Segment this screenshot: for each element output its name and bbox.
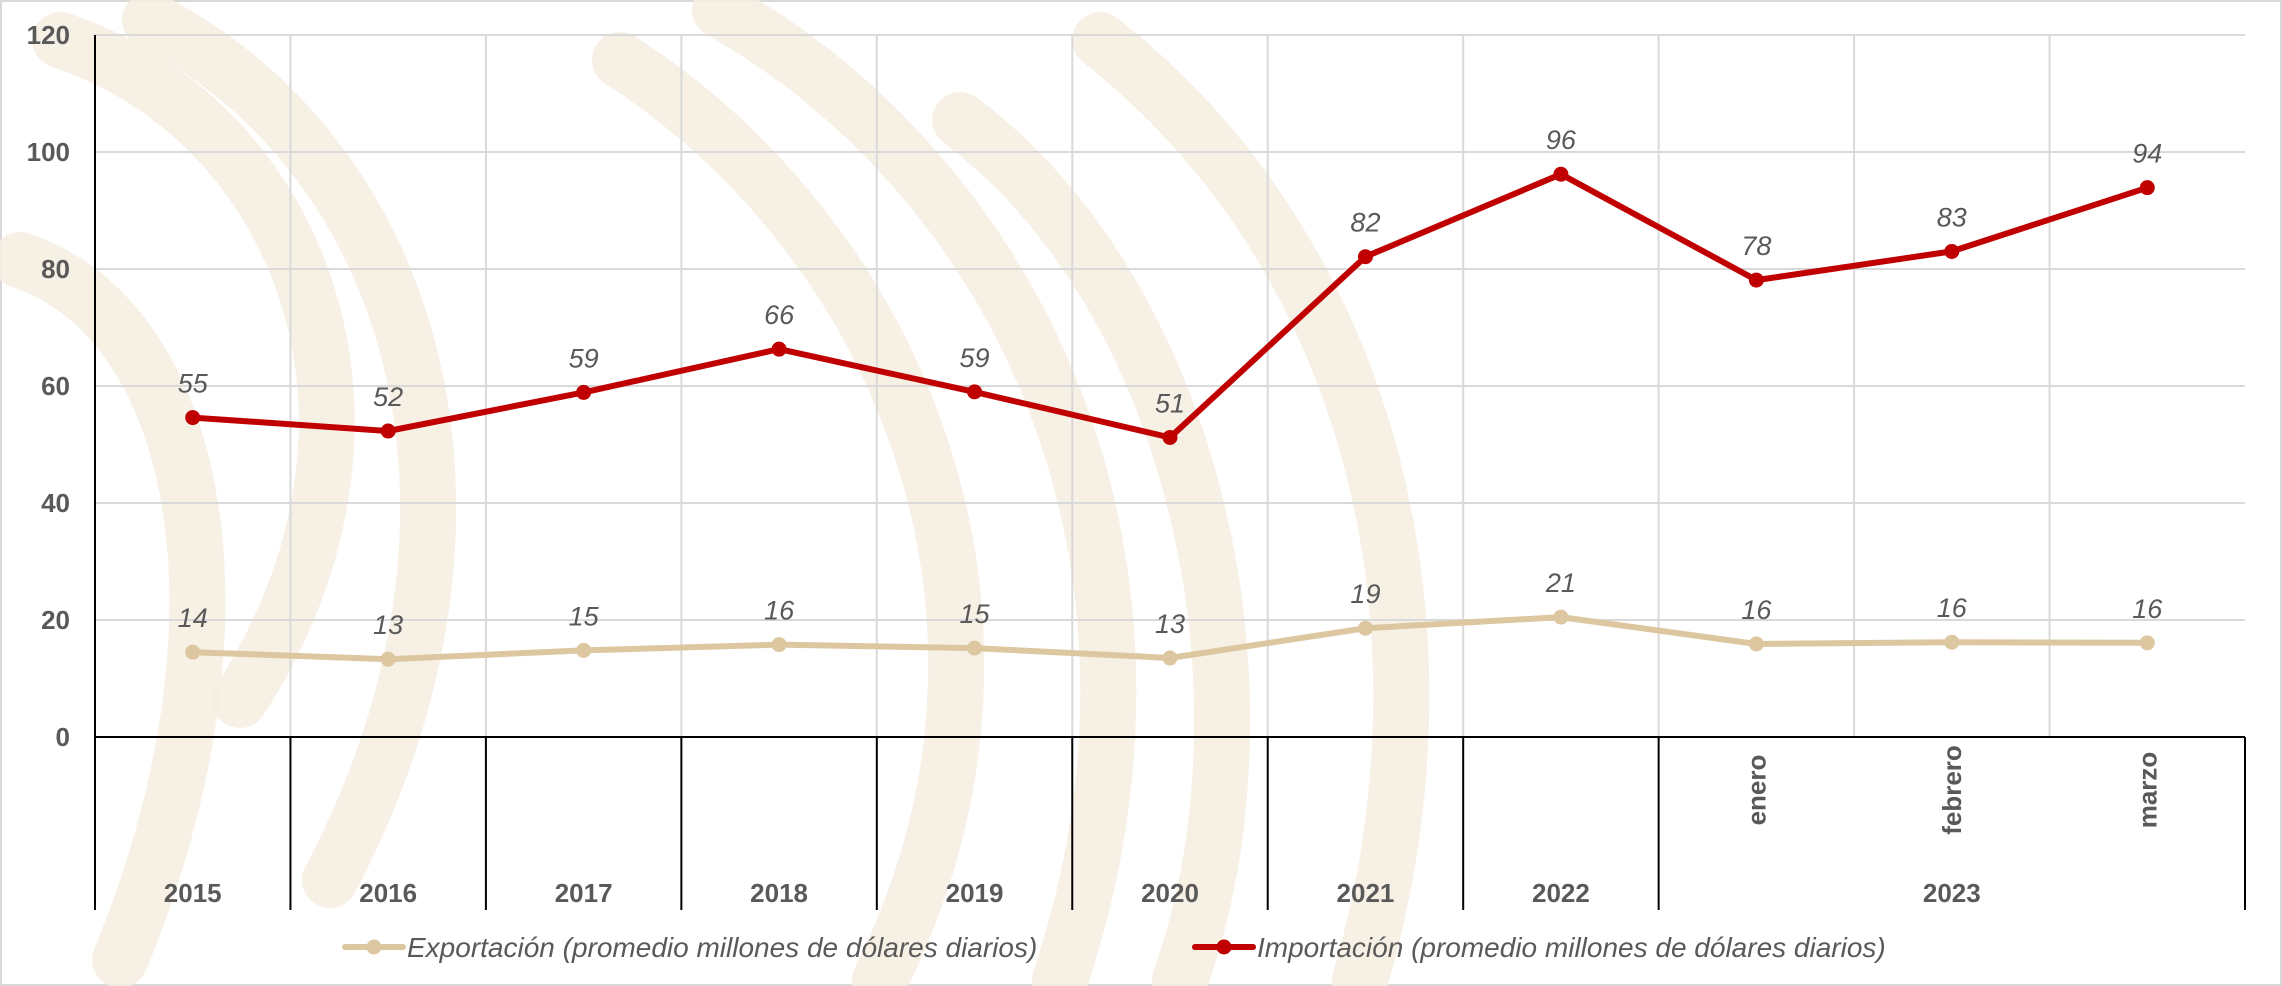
legend-label-import: Importación (promedio millones de dólare… bbox=[1257, 932, 1886, 963]
x-group-label: 2015 bbox=[164, 878, 222, 908]
data-point bbox=[1944, 634, 1960, 650]
data-label: 66 bbox=[764, 300, 795, 330]
data-point bbox=[185, 410, 201, 426]
data-label: 19 bbox=[1350, 579, 1380, 609]
data-label: 59 bbox=[569, 343, 599, 373]
data-label: 78 bbox=[1741, 231, 1771, 261]
x-group-label: 2020 bbox=[1141, 878, 1199, 908]
data-point bbox=[771, 341, 787, 357]
data-point bbox=[967, 640, 983, 656]
data-point bbox=[1357, 620, 1373, 636]
data-label: 96 bbox=[1546, 125, 1577, 155]
data-point bbox=[2139, 635, 2155, 651]
watermark-swirl bbox=[692, 0, 1137, 986]
data-point bbox=[1553, 166, 1569, 182]
series-export: 14 13 15 16 15 13 19 21 16 16 16 bbox=[178, 568, 2163, 667]
y-tick-label: 60 bbox=[41, 371, 70, 401]
data-label: 16 bbox=[1937, 593, 1968, 623]
data-point bbox=[576, 384, 592, 400]
data-point bbox=[185, 644, 201, 660]
data-label: 13 bbox=[1155, 609, 1185, 639]
watermark-swirl bbox=[122, 0, 457, 908]
data-label: 51 bbox=[1155, 388, 1185, 418]
data-point bbox=[1162, 429, 1178, 445]
gridlines bbox=[95, 34, 2245, 737]
x-group-label: 2018 bbox=[750, 878, 808, 908]
x-tick-label: febrero bbox=[1937, 745, 1967, 835]
data-label: 55 bbox=[178, 369, 209, 399]
data-label: 13 bbox=[373, 610, 403, 640]
data-point bbox=[1162, 650, 1178, 666]
y-tick-label: 0 bbox=[56, 722, 70, 752]
data-point bbox=[380, 423, 396, 439]
y-axis: 0 20 40 60 80 100 120 bbox=[27, 20, 96, 752]
data-label: 15 bbox=[569, 601, 600, 631]
y-tick-label: 120 bbox=[27, 20, 70, 50]
data-label: 94 bbox=[2132, 139, 2162, 169]
x-axis: 2015 2016 2017 2018 2019 2020 2021 2022 enero feb… bbox=[94, 736, 2246, 910]
data-point bbox=[1553, 609, 1569, 625]
data-label: 16 bbox=[764, 596, 795, 626]
data-point bbox=[576, 642, 592, 658]
background-watermark bbox=[0, 0, 1430, 986]
data-point bbox=[380, 651, 396, 667]
data-label: 59 bbox=[960, 343, 990, 373]
y-tick-label: 100 bbox=[27, 137, 70, 167]
legend-marker-export bbox=[366, 939, 382, 955]
x-group-label: 2021 bbox=[1337, 878, 1395, 908]
series-import: 55 52 59 66 59 51 82 96 78 83 94 bbox=[178, 125, 2162, 445]
data-point bbox=[1944, 243, 1960, 259]
x-group-label: 2022 bbox=[1532, 878, 1590, 908]
watermark-swirl bbox=[32, 12, 355, 728]
legend-marker-import bbox=[1216, 939, 1232, 955]
data-point bbox=[967, 384, 983, 400]
x-group-label: 2017 bbox=[555, 878, 613, 908]
data-label: 21 bbox=[1545, 568, 1576, 598]
x-tick-label: enero bbox=[1741, 755, 1771, 826]
x-group-label: 2019 bbox=[946, 878, 1004, 908]
data-point bbox=[1748, 636, 1764, 652]
data-point bbox=[1357, 249, 1373, 265]
data-label: 83 bbox=[1937, 202, 1967, 232]
watermark-swirl bbox=[1072, 12, 1430, 986]
x-tick-label: marzo bbox=[2132, 752, 2162, 829]
data-point bbox=[1748, 272, 1764, 288]
y-tick-label: 80 bbox=[41, 254, 70, 284]
legend: Exportación (promedio millones de dólare… bbox=[342, 932, 1886, 963]
x-group-label: 2016 bbox=[359, 878, 417, 908]
data-label: 82 bbox=[1350, 208, 1380, 238]
data-label: 16 bbox=[1741, 595, 1772, 625]
watermark-swirl bbox=[932, 92, 1251, 986]
data-point bbox=[771, 637, 787, 653]
data-label: 16 bbox=[2132, 594, 2163, 624]
y-tick-label: 40 bbox=[41, 488, 70, 518]
data-label: 15 bbox=[960, 599, 991, 629]
data-label: 14 bbox=[178, 603, 208, 633]
x-group-label: 2023 bbox=[1923, 878, 1981, 908]
watermark-swirl bbox=[0, 232, 226, 986]
legend-label-export: Exportación (promedio millones de dólare… bbox=[407, 932, 1037, 963]
series-layer: 14 13 15 16 15 13 19 21 16 16 16 55 52 59 66 59 51 82 96 78… bbox=[178, 125, 2163, 667]
data-label: 52 bbox=[373, 382, 403, 412]
y-tick-label: 20 bbox=[41, 605, 70, 635]
data-point bbox=[2139, 180, 2155, 196]
